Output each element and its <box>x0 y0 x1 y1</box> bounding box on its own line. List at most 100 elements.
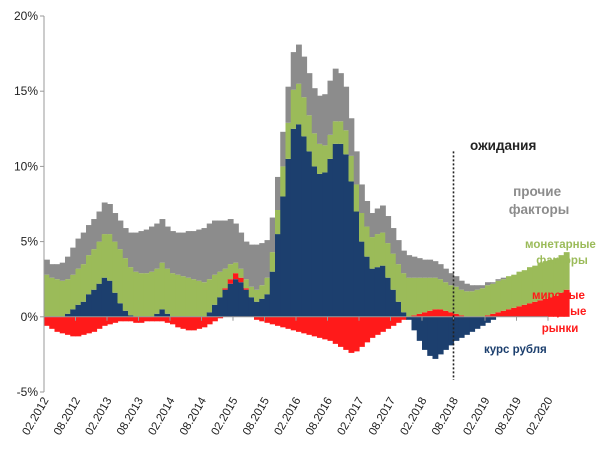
bar-other <box>359 184 365 214</box>
bar-monetary <box>553 258 560 296</box>
bar-other <box>301 56 308 98</box>
bar-commodity <box>306 316 313 335</box>
bar-exchange-rate <box>448 316 455 346</box>
bar-commodity <box>70 316 77 337</box>
bar-commodity <box>212 316 218 322</box>
bar-other <box>185 231 192 278</box>
bar-commodity <box>206 316 213 325</box>
bar-commodity <box>343 316 350 350</box>
bar-monetary <box>149 271 155 317</box>
bar-other <box>474 285 481 290</box>
bar-commodity <box>380 316 386 332</box>
bar-commodity <box>511 307 518 317</box>
bar-exchange-rate <box>122 310 129 317</box>
bar-other <box>469 285 476 292</box>
bar-monetary <box>201 282 208 317</box>
bar-monetary <box>343 130 350 155</box>
bar-other <box>154 223 161 269</box>
bar-exchange-rate <box>311 166 318 317</box>
bar-monetary <box>437 279 444 310</box>
bar-commodity <box>542 298 549 317</box>
y-axis-ticks: -5% 0% 5% 10% 15% 20% <box>14 9 44 399</box>
bar-monetary <box>212 274 218 305</box>
x-tick-label: 08.2012 <box>52 396 83 438</box>
bar-exchange-rate <box>338 143 344 317</box>
bar-commodity <box>332 316 339 344</box>
bar-other <box>248 244 255 287</box>
bar-monetary <box>527 267 533 304</box>
bar-monetary <box>86 255 92 295</box>
bar-monetary <box>327 134 334 159</box>
bar-monetary <box>511 274 518 308</box>
y-tick-label: 0% <box>21 310 39 324</box>
bar-commodity <box>390 316 397 326</box>
bar-commodity <box>180 316 187 329</box>
bar-exchange-rate <box>107 280 113 317</box>
bar-monetary <box>458 289 465 316</box>
bar-commodity <box>432 309 439 317</box>
bar-monetary <box>395 264 402 302</box>
bar-monetary <box>275 210 281 235</box>
bar-other <box>411 256 418 278</box>
bar-other <box>306 73 313 116</box>
bar-commodity <box>96 316 103 329</box>
bar-commodity <box>453 313 460 317</box>
bar-monetary <box>542 261 549 299</box>
bar-other <box>395 240 402 265</box>
bar-monetary <box>348 155 355 182</box>
bar-commodity <box>485 315 491 317</box>
bar-exchange-rate <box>479 316 486 326</box>
bar-exchange-rate <box>469 316 476 332</box>
bar-commodity <box>285 316 292 329</box>
bar-monetary <box>91 249 98 290</box>
bar-exchange-rate <box>490 316 497 320</box>
bar-other <box>54 264 61 280</box>
bar-commodity <box>196 316 203 329</box>
bar-monetary <box>170 273 176 317</box>
bar-other <box>327 80 334 135</box>
bar-monetary <box>516 271 523 307</box>
label-commodity-line-1: мировые <box>532 290 585 302</box>
bar-monetary <box>548 259 554 298</box>
bar-commodity <box>101 316 108 326</box>
bar-exchange-rate <box>264 294 271 317</box>
bar-monetary <box>112 241 119 293</box>
bar-other <box>364 200 371 227</box>
bar-other <box>80 232 87 265</box>
bar-monetary <box>474 289 481 317</box>
label-monetary-line-2: факторы <box>536 255 588 267</box>
bar-monetary <box>143 273 150 317</box>
bar-other <box>180 232 187 277</box>
bar-other <box>170 231 176 274</box>
bar-monetary <box>159 262 166 310</box>
label-other: прочие факторы <box>509 184 570 217</box>
bar-monetary <box>317 143 323 174</box>
bar-commodity <box>374 316 381 335</box>
bar-exchange-rate <box>464 316 470 335</box>
bar-other <box>432 261 439 278</box>
bar-monetary <box>353 184 360 212</box>
bar-monetary <box>306 115 313 152</box>
bar-exchange-rate <box>474 316 481 329</box>
bar-exchange-rate <box>117 303 124 317</box>
bar-monetary <box>164 268 171 314</box>
bar-monetary <box>390 253 397 290</box>
bar-commodity <box>233 273 239 280</box>
bar-other <box>49 264 56 278</box>
bar-commodity <box>338 316 344 347</box>
bar-other <box>264 240 271 278</box>
bar-other <box>212 220 218 275</box>
expectations-label: ожидания <box>470 138 536 153</box>
bar-monetary <box>369 237 376 269</box>
bar-commodity <box>185 316 192 331</box>
bar-monetary <box>558 255 565 293</box>
bar-other <box>59 262 66 281</box>
bar-monetary <box>107 234 113 281</box>
bar-exchange-rate <box>437 316 444 355</box>
bar-commodity <box>301 316 308 334</box>
bar-exchange-rate <box>248 297 255 317</box>
bar-monetary <box>133 271 140 317</box>
bar-monetary <box>138 273 145 317</box>
bar-exchange-rate <box>317 173 323 317</box>
bar-exchange-rate <box>353 211 360 317</box>
